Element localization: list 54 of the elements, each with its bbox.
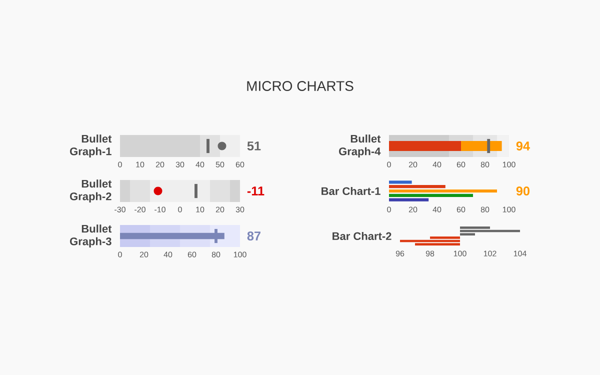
x-tick-label: -10 — [154, 206, 166, 212]
y-axis-title: Bar Chart-2 — [332, 232, 392, 240]
total-label: 94 — [516, 142, 530, 150]
y-axis-title: Bar Chart-1 — [322, 186, 380, 196]
text: MICRO CHARTS — [247, 81, 354, 91]
x-tick-label: 104 — [514, 250, 526, 256]
y-tick-label: Bullet Graph-1 — [70, 134, 112, 158]
x-tick-label: 60 — [456, 162, 466, 168]
x-tick-label: 20 — [156, 162, 164, 168]
x-tick-label: 80 — [212, 252, 220, 258]
bar — [389, 198, 429, 202]
data-label: 90 — [516, 186, 530, 196]
x-tick-label: 100 — [502, 206, 516, 212]
x-tick-label: 0 — [387, 206, 391, 212]
x-tick-label: 20 — [216, 206, 224, 212]
x-tick-label: 60 — [236, 162, 244, 168]
x-tick-label: 0 — [118, 162, 122, 168]
y-tick-label: Bullet Graph-3 — [70, 224, 112, 248]
x-tick-label: 60 — [188, 252, 196, 258]
bar — [389, 194, 474, 197]
x-tick-label: 30 — [176, 162, 184, 168]
x-tick-label: 0 — [118, 252, 122, 258]
x-tick-label: 50 — [216, 162, 224, 168]
x-tick-label: 102 — [484, 250, 496, 256]
x-tick-label: 40 — [164, 252, 172, 258]
text: -11 — [247, 186, 264, 196]
bar — [389, 189, 497, 193]
x-tick-label: 80 — [480, 206, 490, 212]
y-tick-label: Bullet Graph-4 — [339, 134, 381, 158]
x-tick-label: 10 — [196, 206, 204, 212]
x-tick-label: 100 — [234, 252, 246, 258]
y-tick-label: Bullet Graph-2 — [70, 180, 112, 202]
x-tick-label: -20 — [134, 206, 146, 212]
x-tick-label: 30 — [236, 206, 244, 212]
x-tick-label: 20 — [408, 162, 418, 168]
x-tick-label: 0 — [178, 206, 182, 212]
x-tick-label: 0 — [387, 162, 391, 168]
x-tick-label: 100 — [502, 162, 516, 168]
x-tick-label: -30 — [114, 206, 126, 212]
x-tick-label: 20 — [140, 252, 148, 258]
x-tick-label: 40 — [432, 206, 442, 212]
x-tick-label: 98 — [426, 250, 434, 256]
x-tick-label: 10 — [136, 162, 144, 168]
x-tick-label: 80 — [480, 162, 490, 168]
x-tick-label: 40 — [196, 162, 204, 168]
x-tick-label: 100 — [454, 250, 466, 256]
x-tick-label: 20 — [408, 206, 418, 212]
x-tick-label: 40 — [432, 162, 442, 168]
bar — [389, 185, 446, 188]
data-label: 87 — [247, 232, 260, 240]
x-tick-label: 60 — [456, 206, 466, 212]
x-tick-label: 96 — [396, 250, 404, 256]
bar — [389, 180, 412, 184]
data-label: 51 — [247, 142, 261, 150]
